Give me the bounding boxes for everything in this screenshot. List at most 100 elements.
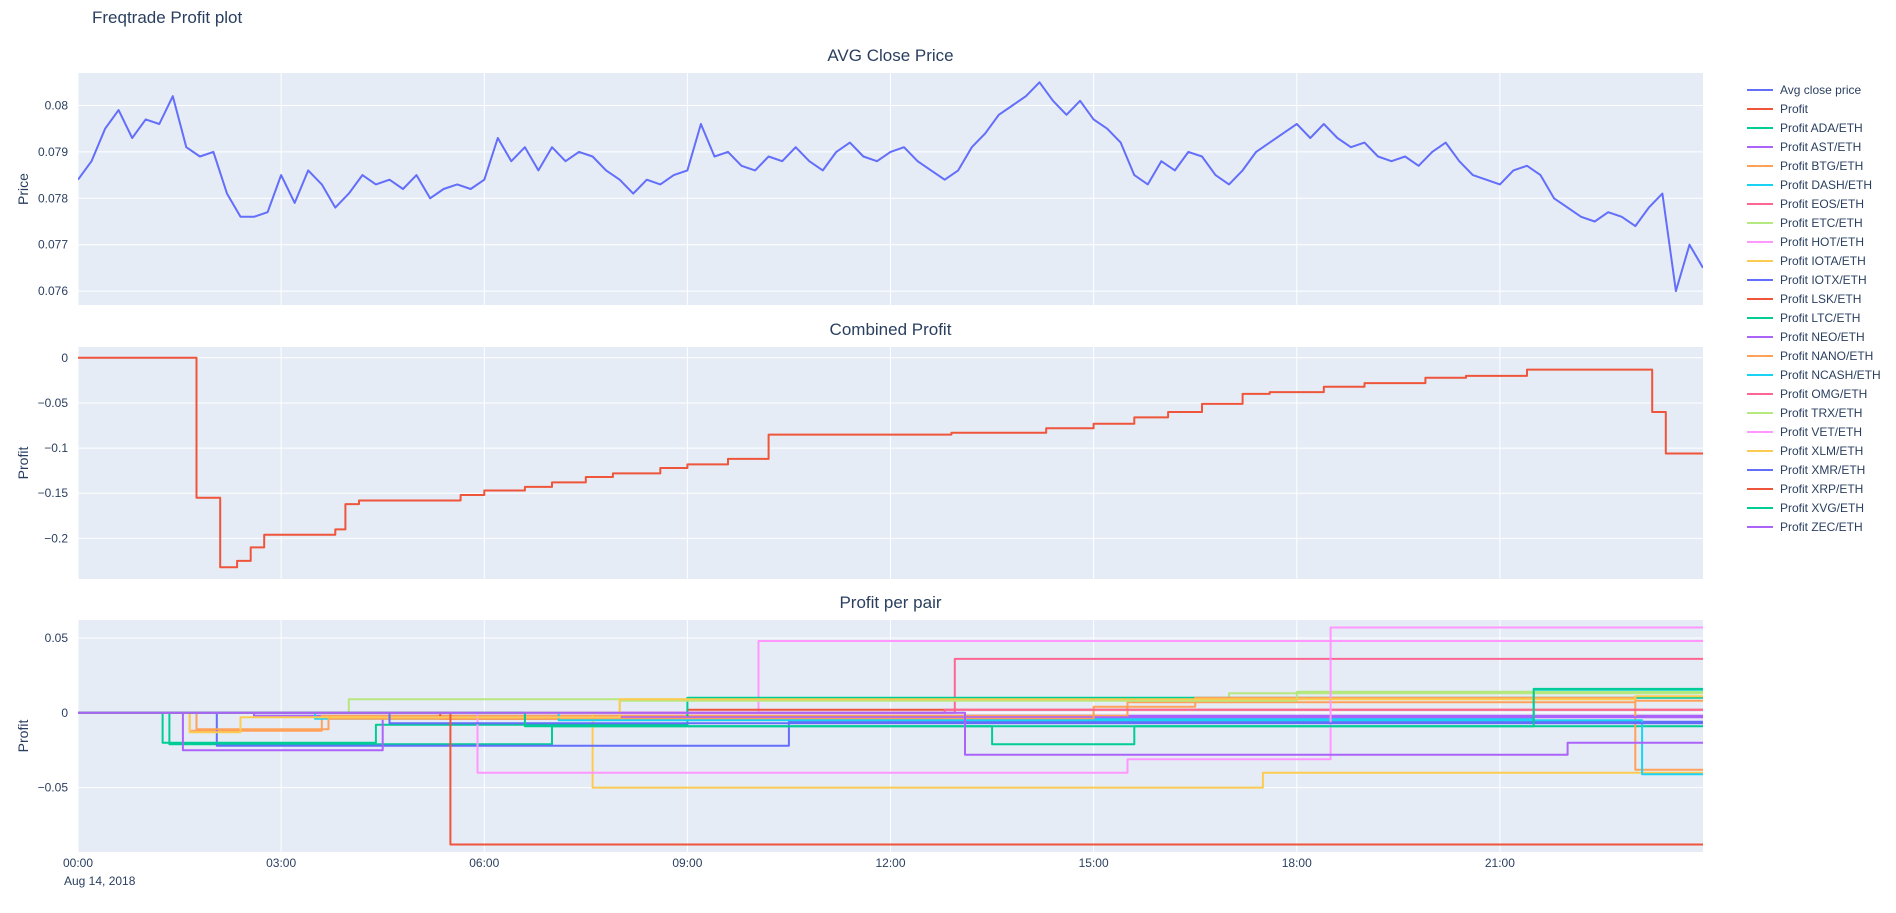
y-tick-label: 0.08 — [45, 99, 69, 113]
legend-item[interactable]: Profit XLM/ETH — [1747, 441, 1881, 460]
legend-label: Profit XRP/ETH — [1780, 481, 1864, 496]
legend-item[interactable]: Profit EOS/ETH — [1747, 194, 1881, 213]
legend-item[interactable]: Profit XVG/ETH — [1747, 498, 1881, 517]
legend-label: Profit HOT/ETH — [1780, 234, 1865, 249]
legend-label: Profit NEO/ETH — [1780, 329, 1865, 344]
y-tick-label: 0.05 — [45, 631, 69, 645]
legend-item[interactable]: Profit ADA/ETH — [1747, 118, 1881, 137]
legend-item[interactable]: Profit DASH/ETH — [1747, 175, 1881, 194]
subplot-title-combined-profit: Combined Profit — [829, 320, 952, 339]
legend-line-swatch — [1747, 221, 1773, 224]
legend-label: Profit VET/ETH — [1780, 424, 1863, 439]
series-profit — [78, 356, 1703, 569]
avg-close-price-plot[interactable]: 0.076 0.077 0.078 0.079 0.08 Price — [0, 73, 1714, 305]
legend-item[interactable]: Profit — [1747, 99, 1881, 118]
x-tick-label: 03:00 — [266, 856, 297, 870]
legend-label: Profit XMR/ETH — [1780, 462, 1866, 477]
legend-label: Profit XLM/ETH — [1780, 443, 1864, 458]
page-title: Freqtrade Profit plot — [92, 8, 243, 27]
legend-line-swatch — [1747, 202, 1773, 205]
y-tick-label: −0.2 — [44, 531, 68, 545]
legend-label: Avg close price — [1780, 82, 1862, 97]
legend-line-swatch — [1747, 183, 1773, 186]
x-tick-label: 12:00 — [875, 856, 906, 870]
legend-item[interactable]: Profit IOTX/ETH — [1747, 270, 1881, 289]
legend-label: Profit IOTX/ETH — [1780, 272, 1867, 287]
legend-item[interactable]: Profit OMG/ETH — [1747, 384, 1881, 403]
legend-line-swatch — [1747, 449, 1773, 452]
y-axis-title: Profit — [15, 720, 31, 753]
legend-item[interactable]: Profit LTC/ETH — [1747, 308, 1881, 327]
legend-label: Profit LSK/ETH — [1780, 291, 1862, 306]
legend-item[interactable]: Profit XRP/ETH — [1747, 479, 1881, 498]
x-tick-label: 09:00 — [672, 856, 703, 870]
legend-label: Profit — [1780, 101, 1809, 116]
y-tick-label: 0.076 — [38, 284, 68, 298]
legend-item[interactable]: Profit BTG/ETH — [1747, 156, 1881, 175]
legend-item[interactable]: Profit NEO/ETH — [1747, 327, 1881, 346]
legend-label: Profit LTC/ETH — [1780, 310, 1861, 325]
legend-item[interactable]: Profit NANO/ETH — [1747, 346, 1881, 365]
legend-line-swatch — [1747, 430, 1773, 433]
legend-label: Profit ADA/ETH — [1780, 120, 1863, 135]
legend-line-swatch — [1747, 392, 1773, 395]
legend-line-swatch — [1747, 88, 1773, 91]
legend-line-swatch — [1747, 259, 1773, 262]
legend-label: Profit NANO/ETH — [1780, 348, 1874, 363]
legend-line-swatch — [1747, 468, 1773, 471]
legend-line-swatch — [1747, 506, 1773, 509]
legend-item[interactable]: Profit VET/ETH — [1747, 422, 1881, 441]
legend-line-swatch — [1747, 278, 1773, 281]
x-tick-label: 06:00 — [469, 856, 500, 870]
legend-label: Profit XVG/ETH — [1780, 500, 1865, 515]
legend-item[interactable]: Profit HOT/ETH — [1747, 232, 1881, 251]
y-axis-title: Profit — [15, 447, 31, 480]
legend-label: Profit DASH/ETH — [1780, 177, 1873, 192]
legend-line-swatch — [1747, 316, 1773, 319]
legend-label: Profit TRX/ETH — [1780, 405, 1863, 420]
y-tick-label: 0.077 — [38, 238, 68, 252]
legend-label: Profit AST/ETH — [1780, 139, 1862, 154]
y-tick-label: 0 — [61, 706, 68, 720]
legend-line-swatch — [1747, 335, 1773, 338]
legend-item[interactable]: Profit ZEC/ETH — [1747, 517, 1881, 536]
legend-line-swatch — [1747, 164, 1773, 167]
legend-label: Profit EOS/ETH — [1780, 196, 1865, 211]
x-tick-label: 00:00 — [62, 856, 94, 870]
legend-line-swatch — [1747, 373, 1773, 376]
y-tick-label: 0.079 — [38, 145, 68, 159]
legend-item[interactable]: Profit NCASH/ETH — [1747, 365, 1881, 384]
series-avg-close-price — [78, 81, 1703, 293]
legend-label: Profit ZEC/ETH — [1780, 519, 1863, 534]
series-profit-zec-eth — [78, 711, 1703, 756]
x-tick-label: 18:00 — [1281, 856, 1312, 870]
legend-label: Profit OMG/ETH — [1780, 386, 1868, 401]
legend-item[interactable]: Profit LSK/ETH — [1747, 289, 1881, 308]
profit-per-pair-plot[interactable]: 0.05 0 −0.05 Profit — [0, 620, 1714, 852]
y-axis-title: Price — [15, 173, 31, 205]
legend-label: Profit BTG/ETH — [1780, 158, 1864, 173]
x-axis-date-label: Aug 14, 2018 — [64, 874, 136, 888]
legend-line-swatch — [1747, 145, 1773, 148]
x-axis-ticks: 00:00 03:00 06:00 09:00 12:00 15:00 18:00 21:00 — [63, 856, 1703, 872]
legend-label: Profit IOTA/ETH — [1780, 253, 1866, 268]
legend-item[interactable]: Profit TRX/ETH — [1747, 403, 1881, 422]
legend-item[interactable]: Profit AST/ETH — [1747, 137, 1881, 156]
legend-item[interactable]: Profit XMR/ETH — [1747, 460, 1881, 479]
series-profit-ltc-eth — [78, 696, 1703, 744]
y-tick-label: −0.05 — [38, 396, 69, 410]
y-tick-label: −0.1 — [44, 441, 68, 455]
legend-line-swatch — [1747, 525, 1773, 528]
legend-line-swatch — [1747, 297, 1773, 300]
x-tick-label: 21:00 — [1484, 856, 1515, 870]
legend-line-swatch — [1747, 487, 1773, 490]
subplot-title-profit-per-pair: Profit per pair — [839, 593, 942, 612]
legend-item[interactable]: Avg close price — [1747, 80, 1881, 99]
combined-profit-plot[interactable]: 0 −0.05 −0.1 −0.15 −0.2 Profit — [0, 347, 1714, 579]
legend-label: Profit ETC/ETH — [1780, 215, 1863, 230]
legend-item[interactable]: Profit IOTA/ETH — [1747, 251, 1881, 270]
x-tick-label: 15:00 — [1078, 856, 1109, 870]
y-tick-label: −0.15 — [38, 486, 69, 500]
series-profit-xlm-eth — [78, 695, 1703, 734]
legend-item[interactable]: Profit ETC/ETH — [1747, 213, 1881, 232]
